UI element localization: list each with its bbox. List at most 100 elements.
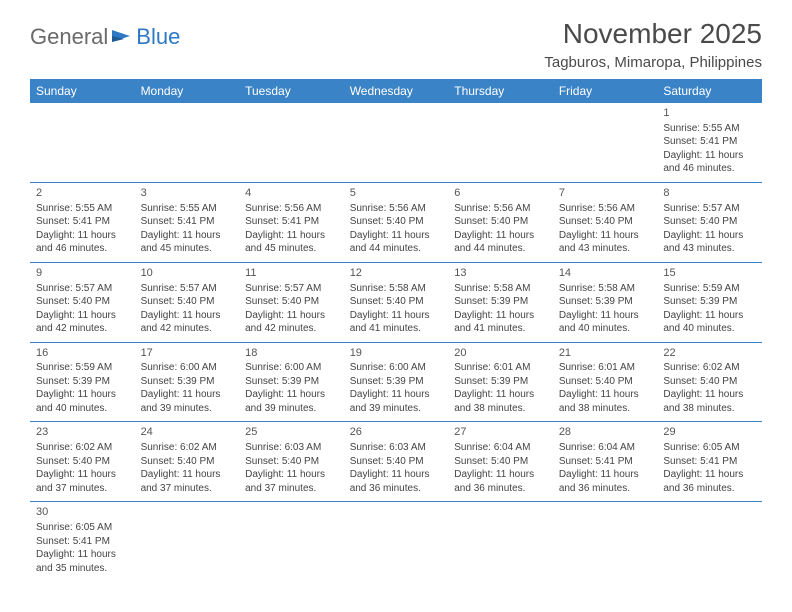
logo-text-general: General [30, 24, 108, 50]
calendar-day-cell: 16Sunrise: 5:59 AMSunset: 5:39 PMDayligh… [30, 342, 135, 422]
sunrise-line: Sunrise: 5:56 AM [454, 202, 547, 216]
daylight-line: Daylight: 11 hours and 46 minutes. [36, 229, 129, 256]
calendar-day-cell [448, 502, 553, 581]
daylight-line: Daylight: 11 hours and 35 minutes. [36, 548, 129, 575]
day-number: 19 [350, 346, 443, 361]
calendar-day-cell [553, 103, 658, 182]
daylight-line: Daylight: 11 hours and 36 minutes. [454, 468, 547, 495]
calendar-day-cell: 6Sunrise: 5:56 AMSunset: 5:40 PMDaylight… [448, 182, 553, 262]
calendar-day-cell: 2Sunrise: 5:55 AMSunset: 5:41 PMDaylight… [30, 182, 135, 262]
calendar-day-cell [135, 502, 240, 581]
daylight-line: Daylight: 11 hours and 43 minutes. [663, 229, 756, 256]
calendar-day-cell: 7Sunrise: 5:56 AMSunset: 5:40 PMDaylight… [553, 182, 658, 262]
calendar-week-row: 30Sunrise: 6:05 AMSunset: 5:41 PMDayligh… [30, 502, 762, 581]
sunset-line: Sunset: 5:40 PM [454, 455, 547, 469]
dayname-header: Friday [553, 79, 658, 103]
calendar-day-cell: 24Sunrise: 6:02 AMSunset: 5:40 PMDayligh… [135, 422, 240, 502]
day-number: 13 [454, 266, 547, 281]
calendar-day-cell [657, 502, 762, 581]
sunset-line: Sunset: 5:39 PM [454, 375, 547, 389]
calendar-table: SundayMondayTuesdayWednesdayThursdayFrid… [30, 79, 762, 581]
sunset-line: Sunset: 5:40 PM [454, 215, 547, 229]
sunset-line: Sunset: 5:39 PM [141, 375, 234, 389]
sunrise-line: Sunrise: 6:02 AM [663, 361, 756, 375]
page-header: General Blue November 2025 Tagburos, Mim… [30, 18, 762, 71]
sunset-line: Sunset: 5:39 PM [454, 295, 547, 309]
day-number: 4 [245, 186, 338, 201]
sunrise-line: Sunrise: 6:00 AM [141, 361, 234, 375]
calendar-body: 1Sunrise: 5:55 AMSunset: 5:41 PMDaylight… [30, 103, 762, 581]
day-number: 22 [663, 346, 756, 361]
calendar-day-cell: 10Sunrise: 5:57 AMSunset: 5:40 PMDayligh… [135, 262, 240, 342]
day-number: 10 [141, 266, 234, 281]
calendar-day-cell: 9Sunrise: 5:57 AMSunset: 5:40 PMDaylight… [30, 262, 135, 342]
sunrise-line: Sunrise: 5:55 AM [36, 202, 129, 216]
daylight-line: Daylight: 11 hours and 44 minutes. [454, 229, 547, 256]
day-number: 5 [350, 186, 443, 201]
sunset-line: Sunset: 5:40 PM [559, 375, 652, 389]
calendar-week-row: 23Sunrise: 6:02 AMSunset: 5:40 PMDayligh… [30, 422, 762, 502]
day-number: 20 [454, 346, 547, 361]
calendar-day-cell: 1Sunrise: 5:55 AMSunset: 5:41 PMDaylight… [657, 103, 762, 182]
calendar-header-row: SundayMondayTuesdayWednesdayThursdayFrid… [30, 79, 762, 103]
day-number: 2 [36, 186, 129, 201]
daylight-line: Daylight: 11 hours and 36 minutes. [350, 468, 443, 495]
sunrise-line: Sunrise: 6:01 AM [559, 361, 652, 375]
day-number: 25 [245, 425, 338, 440]
calendar-day-cell: 18Sunrise: 6:00 AMSunset: 5:39 PMDayligh… [239, 342, 344, 422]
daylight-line: Daylight: 11 hours and 39 minutes. [141, 388, 234, 415]
daylight-line: Daylight: 11 hours and 45 minutes. [141, 229, 234, 256]
sunset-line: Sunset: 5:41 PM [36, 535, 129, 549]
day-number: 21 [559, 346, 652, 361]
calendar-day-cell: 15Sunrise: 5:59 AMSunset: 5:39 PMDayligh… [657, 262, 762, 342]
calendar-day-cell: 26Sunrise: 6:03 AMSunset: 5:40 PMDayligh… [344, 422, 449, 502]
sunrise-line: Sunrise: 5:55 AM [663, 122, 756, 136]
sunrise-line: Sunrise: 6:04 AM [559, 441, 652, 455]
sunrise-line: Sunrise: 6:00 AM [245, 361, 338, 375]
calendar-day-cell: 20Sunrise: 6:01 AMSunset: 5:39 PMDayligh… [448, 342, 553, 422]
calendar-day-cell: 21Sunrise: 6:01 AMSunset: 5:40 PMDayligh… [553, 342, 658, 422]
calendar-week-row: 16Sunrise: 5:59 AMSunset: 5:39 PMDayligh… [30, 342, 762, 422]
sunset-line: Sunset: 5:41 PM [663, 455, 756, 469]
calendar-day-cell: 27Sunrise: 6:04 AMSunset: 5:40 PMDayligh… [448, 422, 553, 502]
month-title: November 2025 [544, 18, 762, 50]
calendar-day-cell: 29Sunrise: 6:05 AMSunset: 5:41 PMDayligh… [657, 422, 762, 502]
daylight-line: Daylight: 11 hours and 37 minutes. [245, 468, 338, 495]
calendar-day-cell: 14Sunrise: 5:58 AMSunset: 5:39 PMDayligh… [553, 262, 658, 342]
day-number: 6 [454, 186, 547, 201]
calendar-day-cell [448, 103, 553, 182]
calendar-day-cell: 11Sunrise: 5:57 AMSunset: 5:40 PMDayligh… [239, 262, 344, 342]
sunrise-line: Sunrise: 6:03 AM [350, 441, 443, 455]
day-number: 18 [245, 346, 338, 361]
sunset-line: Sunset: 5:39 PM [350, 375, 443, 389]
sunset-line: Sunset: 5:40 PM [350, 455, 443, 469]
calendar-day-cell: 3Sunrise: 5:55 AMSunset: 5:41 PMDaylight… [135, 182, 240, 262]
calendar-week-row: 2Sunrise: 5:55 AMSunset: 5:41 PMDaylight… [30, 182, 762, 262]
logo-text-blue: Blue [136, 24, 180, 50]
day-number: 15 [663, 266, 756, 281]
location-subtitle: Tagburos, Mimaropa, Philippines [544, 54, 762, 71]
sunset-line: Sunset: 5:40 PM [663, 375, 756, 389]
dayname-header: Saturday [657, 79, 762, 103]
calendar-day-cell [239, 103, 344, 182]
sunset-line: Sunset: 5:40 PM [663, 215, 756, 229]
sunset-line: Sunset: 5:41 PM [245, 215, 338, 229]
dayname-header: Thursday [448, 79, 553, 103]
day-number: 12 [350, 266, 443, 281]
daylight-line: Daylight: 11 hours and 42 minutes. [141, 309, 234, 336]
sunrise-line: Sunrise: 5:59 AM [663, 282, 756, 296]
calendar-day-cell: 4Sunrise: 5:56 AMSunset: 5:41 PMDaylight… [239, 182, 344, 262]
logo-flag-icon [112, 28, 134, 49]
sunrise-line: Sunrise: 5:57 AM [141, 282, 234, 296]
calendar-day-cell [135, 103, 240, 182]
day-number: 24 [141, 425, 234, 440]
sunrise-line: Sunrise: 5:55 AM [141, 202, 234, 216]
dayname-header: Sunday [30, 79, 135, 103]
sunset-line: Sunset: 5:39 PM [559, 295, 652, 309]
calendar-day-cell [344, 103, 449, 182]
daylight-line: Daylight: 11 hours and 42 minutes. [245, 309, 338, 336]
sunrise-line: Sunrise: 6:05 AM [36, 521, 129, 535]
sunset-line: Sunset: 5:41 PM [36, 215, 129, 229]
sunset-line: Sunset: 5:40 PM [245, 295, 338, 309]
day-number: 26 [350, 425, 443, 440]
